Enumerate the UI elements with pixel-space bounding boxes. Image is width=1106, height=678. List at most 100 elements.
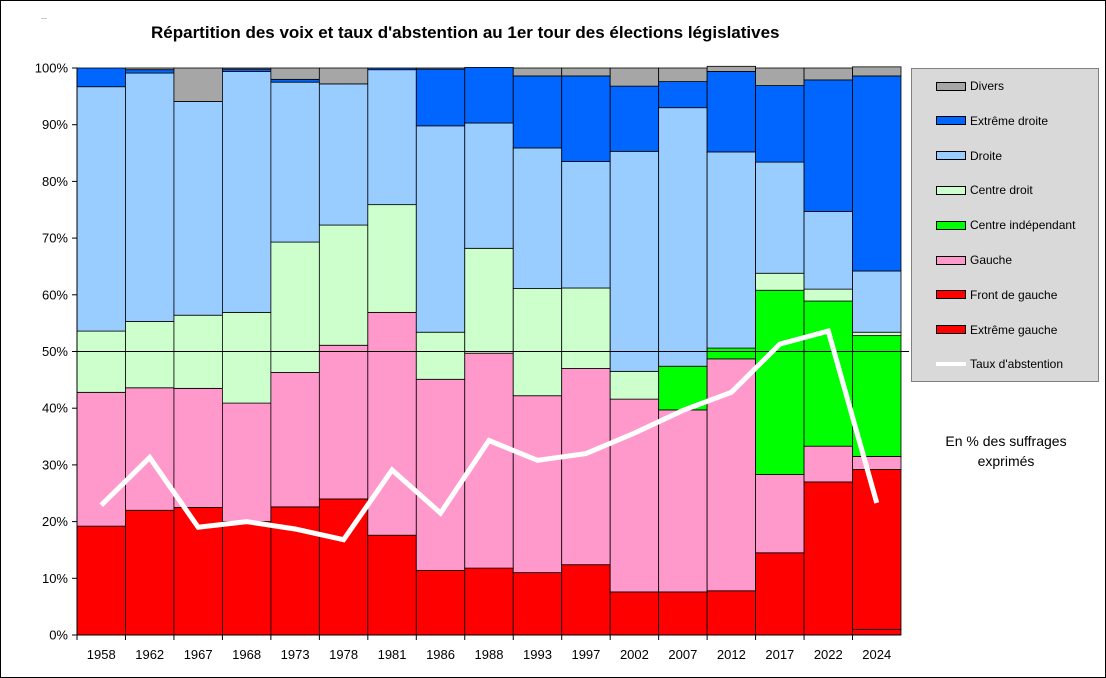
bar-segment-1986-s5 xyxy=(415,125,466,333)
chart-note: En % des suffrages exprimés xyxy=(945,433,1067,469)
y-tick-label: 90% xyxy=(42,117,68,132)
bar-segment-1993-s6 xyxy=(512,75,563,149)
bar-segment-1962-s2 xyxy=(125,387,175,511)
abstention-line xyxy=(99,328,880,543)
bar-segment-1988-s6 xyxy=(464,67,514,124)
bar-segment-1967-s7 xyxy=(173,67,223,102)
bar-segment-1988-s2 xyxy=(464,352,514,569)
bar-segment-1997-s2 xyxy=(561,368,611,566)
bar-segment-2022-s6 xyxy=(803,79,853,212)
x-tick-label: 2007 xyxy=(668,647,697,662)
bar-segment-2022-s4 xyxy=(803,288,853,302)
legend-swatch xyxy=(936,255,966,265)
x-tick-label: 1962 xyxy=(135,647,164,662)
x-tick-label: 1967 xyxy=(184,647,213,662)
legend-swatch xyxy=(936,290,966,300)
legend-label: Gauche xyxy=(970,253,1013,267)
bar-segment-1978-s5 xyxy=(318,83,369,226)
bar-segment-1986-s7 xyxy=(415,67,466,70)
bar-segment-2012-s1 xyxy=(706,590,756,636)
bar-segment-1997-s4 xyxy=(561,287,611,369)
bar-segment-2002-s1 xyxy=(609,591,660,636)
bar-segment-1978-s1 xyxy=(318,498,369,636)
bar-segment-1986-s2 xyxy=(415,378,466,571)
bar-segment-1968-s4 xyxy=(222,311,272,404)
bar-segment-1958-s1 xyxy=(76,525,126,636)
bar-segment-2007-s7 xyxy=(658,67,708,83)
bar-segment-1968-s1 xyxy=(222,521,272,636)
bar-segment-2002-s5 xyxy=(609,150,660,372)
bar-segment-2007-s1 xyxy=(658,591,708,636)
bar-segment-1986-s6 xyxy=(415,68,466,127)
y-tick-label: 60% xyxy=(42,287,68,302)
bar-segment-1958-s6 xyxy=(76,67,126,88)
bar-segment-2024-s2 xyxy=(852,455,902,470)
bar-segment-1968-s5 xyxy=(222,71,272,313)
bar-segment-1993-s2 xyxy=(512,395,563,574)
x-tick-label: 2002 xyxy=(620,647,649,662)
bar-segment-2022-s3 xyxy=(803,300,853,447)
legend-item: Centre droit xyxy=(936,182,1033,198)
bar-segment-2024-s4 xyxy=(852,331,902,337)
bar-segment-1978-s7 xyxy=(318,67,369,85)
legend-label: Divers xyxy=(970,79,1005,93)
y-tick-label: 30% xyxy=(42,457,68,472)
bar-segment-1973-s2 xyxy=(270,372,320,508)
legend-item: Front de gauche xyxy=(936,287,1057,303)
y-tick-label: 70% xyxy=(42,231,68,246)
y-tick-label: 20% xyxy=(42,514,68,529)
bar-segment-2022-s1 xyxy=(803,481,853,636)
bar-segment-1988-s1 xyxy=(464,567,514,636)
bar-segment-1988-s5 xyxy=(464,122,514,249)
y-tick-label: 100% xyxy=(35,61,69,76)
bar-segment-2002-s6 xyxy=(609,85,660,152)
legend-label: Centre indépendant xyxy=(970,218,1076,233)
bar-segment-1958-s5 xyxy=(76,86,126,332)
x-tick-label: 1973 xyxy=(281,647,310,662)
x-tick-label: 1978 xyxy=(329,647,358,662)
legend-swatch xyxy=(936,116,966,126)
bar-segment-1962-s4 xyxy=(125,321,175,389)
legend-item: Extrême gauche xyxy=(936,322,1057,338)
y-tick-label: 80% xyxy=(42,174,68,189)
bar-segment-2017-s2 xyxy=(755,474,805,554)
legend-line-swatch xyxy=(936,362,966,367)
legend-label: Centre droit xyxy=(970,183,1033,198)
bar-segment-1981-s4 xyxy=(367,204,417,313)
bar-segment-1958-s4 xyxy=(76,330,126,393)
legend-item: Gauche xyxy=(936,252,1012,268)
bar-segment-1962-s5 xyxy=(125,72,175,322)
legend-swatch xyxy=(936,151,966,161)
bar-segment-2017-s6 xyxy=(755,85,805,163)
bar-segment-2012-s6 xyxy=(706,71,756,153)
legend-swatch xyxy=(936,185,966,195)
bar-segment-1978-s4 xyxy=(318,224,369,346)
chart-title: Répartition des voix et taux d'abstentio… xyxy=(151,23,780,42)
bar-segment-1967-s5 xyxy=(173,101,223,316)
x-tick-label: 1986 xyxy=(426,647,455,662)
x-tick-label: 1997 xyxy=(571,647,600,662)
bar-segment-2022-s5 xyxy=(803,211,853,290)
bar-segment-1993-s5 xyxy=(512,147,563,289)
x-tick-label: 2012 xyxy=(717,647,746,662)
bar-segment-2002-s4 xyxy=(609,370,660,400)
bar-segment-1997-s7 xyxy=(561,67,611,77)
bar-segment-2012-s7 xyxy=(706,65,756,72)
bar-segment-2017-s1 xyxy=(755,552,805,636)
legend-swatch xyxy=(936,220,966,230)
legend-label: Taux d'abstention xyxy=(970,357,1064,372)
x-tick-label: 1958 xyxy=(87,647,116,662)
bar-segment-2024-s7 xyxy=(852,66,902,77)
bar-segment-1981-s5 xyxy=(367,69,417,206)
legend-label: Extrême gauche xyxy=(970,322,1058,337)
bar-segment-1973-s6 xyxy=(270,78,320,83)
bar-segment-2017-s5 xyxy=(755,161,805,274)
legend-item: Divers xyxy=(936,78,1004,94)
bar-segment-1968-s7 xyxy=(222,67,272,70)
bar-segment-2002-s7 xyxy=(609,67,660,87)
corner-mark: -- xyxy=(41,13,47,23)
legend: Divers Extrême droite Droite Centre droit Ce… xyxy=(911,68,1099,382)
bar-segment-2024-s0 xyxy=(852,628,902,636)
y-tick-label: 0% xyxy=(49,628,68,643)
